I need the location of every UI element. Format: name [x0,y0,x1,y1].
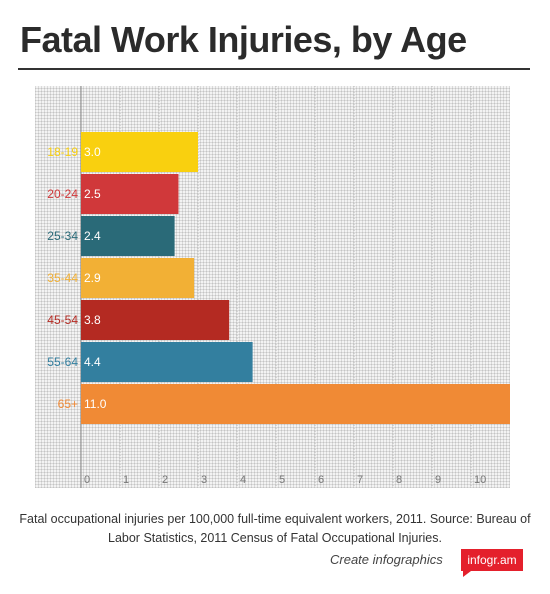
bar-20-24 [81,174,179,214]
footer: Create infographics infogr.am [330,549,530,577]
category-label-45-54: 45-54 [47,313,78,327]
x-tick-label-3: 3 [201,474,207,486]
brand-badge[interactable]: infogr.am [461,549,523,571]
category-label-65+: 65+ [58,397,78,411]
plot-area: 18-19 3.0 20-24 2.5 25-34 2.4 35-44 2.9 45-54 3.8… [35,86,510,488]
brand-badge-tail [463,571,471,577]
category-label-55-64: 55-64 [47,355,78,369]
category-label-20-24: 20-24 [47,187,78,201]
bar-25-34 [81,216,175,256]
title-divider [18,68,530,70]
bar-45-54 [81,300,230,340]
x-tick-label-7: 7 [357,474,363,486]
x-tick-label-10: 10 [474,474,486,486]
x-tick-label-5: 5 [279,474,285,486]
value-label-65+: 11.0 [84,397,107,411]
chart-caption: Fatal occupational injuries per 100,000 … [19,512,531,545]
x-tick-label-2: 2 [162,474,168,486]
bar-35-44 [81,258,195,298]
bar-65+ [81,384,510,424]
category-label-35-44: 35-44 [47,271,78,285]
value-label-25-34: 2.4 [84,229,101,243]
x-tick-label-4: 4 [240,474,246,486]
value-label-20-24: 2.5 [84,187,101,201]
category-label-18-19: 18-19 [47,145,78,159]
chart-title: Fatal Work Injuries, by Age [20,19,467,60]
value-label-45-54: 3.8 [84,313,101,327]
bar-chart: 18-19 3.0 20-24 2.5 25-34 2.4 35-44 2.9 45-54 3.8… [47,86,510,488]
bar-55-64 [81,342,253,382]
x-tick-label-8: 8 [396,474,402,486]
value-label-35-44: 2.9 [84,271,101,285]
x-tick-label-9: 9 [435,474,441,486]
x-tick-label-6: 6 [318,474,324,486]
create-infographics-link[interactable]: Create infographics [330,552,443,567]
x-tick-label-1: 1 [123,474,129,486]
category-label-25-34: 25-34 [47,229,78,243]
value-label-18-19: 3.0 [84,145,101,159]
value-label-55-64: 4.4 [84,355,101,369]
x-tick-label-0: 0 [84,474,90,486]
bar-18-19 [81,132,198,172]
